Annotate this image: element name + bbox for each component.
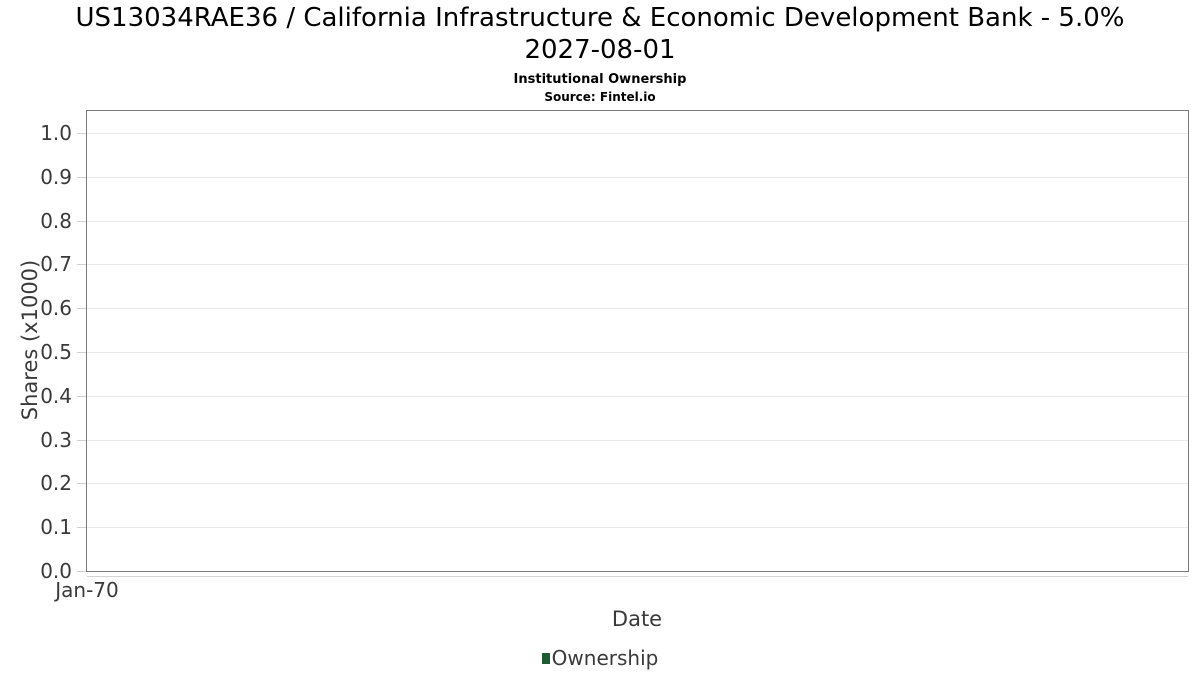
y-gridline (87, 220, 1188, 222)
chart-title-line-1: US13034RAE36 / California Infrastructure… (75, 3, 1125, 33)
y-tick-mark (77, 351, 86, 353)
y-gridline (87, 308, 1188, 310)
y-tick-mark (77, 527, 86, 529)
y-tick-mark (77, 439, 86, 441)
y-tick-mark (77, 132, 86, 134)
legend-label: Ownership (551, 646, 659, 670)
y-tick-label: 1.0 (40, 120, 72, 145)
y-gridline (87, 395, 1188, 397)
y-gridline (87, 439, 1188, 441)
y-tick-label: 0.9 (40, 164, 72, 189)
y-gridline (87, 132, 1188, 134)
legend: Ownership (0, 646, 1200, 670)
y-tick-label: 0.7 (40, 252, 72, 277)
chart-source: Source: Fintel.io (544, 90, 656, 104)
x-axis-label: Date (611, 607, 663, 631)
y-tick-mark (77, 571, 86, 572)
y-tick-mark (77, 308, 86, 310)
y-tick-mark (77, 483, 86, 485)
y-tick-label: 0.3 (40, 427, 72, 452)
ownership-series-marker-icon (541, 652, 550, 664)
chart-subtitle: Institutional Ownership (513, 72, 687, 87)
x-axis-subline (87, 576, 1188, 577)
chart-title-line-2: 2027-08-01 (524, 35, 676, 65)
y-tick-label: 0.0 (40, 559, 72, 583)
y-gridline (87, 264, 1188, 266)
y-tick-label: 0.6 (40, 296, 72, 321)
legend-item-ownership[interactable]: Ownership (541, 646, 659, 670)
y-tick-label: 0.4 (40, 383, 72, 408)
y-tick-mark (77, 176, 86, 178)
y-gridline (87, 351, 1188, 353)
y-tick-label: 0.2 (40, 471, 72, 496)
y-tick-label: 0.1 (40, 515, 72, 540)
y-tick-mark (77, 395, 86, 397)
x-tick-label: Jan-70 (55, 578, 119, 602)
y-gridline (87, 483, 1188, 485)
plot-area: 0.0 0.1 0.2 0.3 0.4 0.5 0.6 0.7 0.8 0.9 1.0 Jan-70 (40, 110, 1189, 602)
y-tick-mark (77, 220, 86, 222)
y-tick-label: 0.5 (40, 339, 72, 364)
y-axis-label: Shares (x1000) (18, 259, 42, 421)
y-gridline (87, 527, 1188, 529)
y-gridline (87, 176, 1188, 178)
y-tick-label: 0.8 (40, 208, 72, 233)
chart-header: US13034RAE36 / California Infrastructure… (0, 2, 1200, 104)
y-tick-mark (77, 264, 86, 266)
